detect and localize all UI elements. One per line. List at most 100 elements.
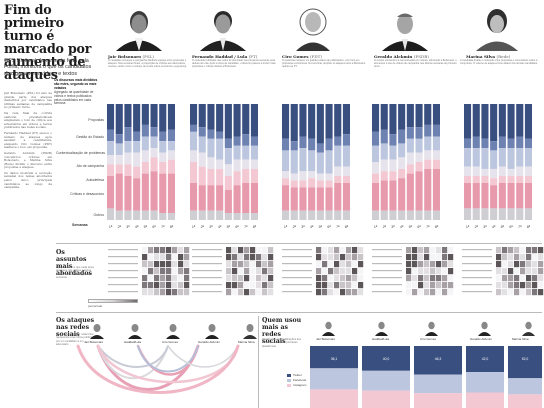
topic-label-line bbox=[372, 270, 402, 272]
matrix-cell bbox=[502, 268, 508, 275]
bar-segment bbox=[516, 136, 524, 149]
bar-segment bbox=[415, 171, 423, 211]
bar-segment bbox=[325, 180, 333, 188]
week-tick-label: 3ª bbox=[483, 225, 487, 229]
bar-segment bbox=[380, 104, 388, 130]
matrix-cell bbox=[268, 275, 274, 282]
matrix-cell bbox=[172, 275, 178, 282]
matrix-cell bbox=[262, 275, 268, 282]
matrix-cell bbox=[508, 247, 514, 254]
bar-segment bbox=[498, 208, 506, 220]
bar-segment bbox=[282, 150, 290, 172]
bar-segment bbox=[115, 143, 123, 156]
matrix-cell bbox=[496, 254, 502, 261]
matrix-cell bbox=[148, 282, 154, 289]
matrix-cell bbox=[142, 275, 148, 282]
matrix-cell bbox=[406, 254, 412, 261]
matrix-cell bbox=[436, 282, 442, 289]
matrix-cell bbox=[316, 275, 322, 282]
bar-segment bbox=[490, 178, 498, 186]
bar-segment bbox=[490, 150, 498, 169]
matrix-cell bbox=[226, 247, 232, 254]
topic-label-line bbox=[192, 263, 222, 265]
side-note-heading: Os discursos mais divididos são estes, s… bbox=[54, 78, 98, 90]
matrix-cell bbox=[340, 282, 346, 289]
matrix-cell bbox=[418, 282, 424, 289]
bar-segment bbox=[524, 104, 532, 139]
matrix-cell bbox=[250, 254, 256, 261]
matrix-cell bbox=[316, 289, 322, 296]
topic-label-line bbox=[108, 284, 138, 286]
matrix-cell bbox=[412, 247, 418, 254]
bar-segment bbox=[133, 152, 141, 167]
bar-segment bbox=[115, 155, 123, 165]
bar-segment bbox=[507, 148, 515, 169]
matrix-cell bbox=[232, 282, 238, 289]
week-tick-label: 2ª bbox=[201, 225, 205, 229]
bar-segment bbox=[406, 173, 414, 211]
topic-label-line bbox=[108, 256, 138, 258]
matrix-cell bbox=[244, 282, 250, 289]
week-tick-label: 7ª bbox=[336, 225, 340, 229]
topic-matrix bbox=[108, 247, 190, 296]
matrix-cell bbox=[538, 247, 544, 254]
matrix-cell bbox=[322, 254, 328, 261]
bar-segment bbox=[498, 136, 506, 149]
bar-segment bbox=[133, 210, 141, 220]
bar-segment bbox=[472, 166, 480, 176]
bar-segment bbox=[250, 104, 258, 137]
bar-segment bbox=[198, 185, 206, 211]
bar-segment bbox=[406, 138, 414, 153]
bar-segment bbox=[159, 173, 167, 214]
bar-segment bbox=[242, 134, 250, 146]
bar-segment bbox=[167, 213, 175, 220]
matrix-cell bbox=[526, 261, 532, 268]
candidate-party: (PSDB) bbox=[413, 54, 429, 59]
matrix-cell bbox=[436, 247, 442, 254]
matrix-cell bbox=[256, 268, 262, 275]
matrix-cell bbox=[334, 254, 340, 261]
matrix-cell bbox=[268, 289, 274, 296]
matrix-cell bbox=[412, 261, 418, 268]
matrix-cell bbox=[442, 289, 448, 296]
matrix-cell bbox=[502, 289, 508, 296]
legend-item: Twitter bbox=[287, 373, 306, 378]
bar-segment bbox=[389, 104, 397, 135]
bar-segment bbox=[481, 175, 489, 183]
bar-segment bbox=[481, 208, 489, 220]
matrix-cell bbox=[226, 268, 232, 275]
bar-segment bbox=[334, 175, 342, 183]
week-tick-label: 4ª bbox=[492, 225, 496, 229]
candidate-party: (PT) bbox=[248, 54, 258, 59]
topic-label-line bbox=[462, 270, 492, 272]
bar-segment bbox=[107, 129, 115, 142]
stacked-bar-chart: 1ª 2ª 3ª 4ª 5ª 6ª 7ª 8ª bbox=[282, 104, 350, 229]
bar-segment bbox=[159, 152, 167, 162]
topic-label-line bbox=[372, 277, 402, 279]
matrix-cell bbox=[502, 275, 508, 282]
legend-swatch bbox=[287, 373, 291, 377]
bar-segment bbox=[334, 136, 342, 146]
matrix-cell bbox=[346, 275, 352, 282]
bar-segment bbox=[290, 104, 298, 142]
matrix-cell bbox=[340, 247, 346, 254]
bar-segment bbox=[124, 104, 132, 128]
matrix-cell bbox=[448, 275, 454, 282]
network-share-value: 42,0 bbox=[482, 357, 489, 361]
topic-label-line bbox=[372, 284, 402, 286]
bar-segment bbox=[124, 175, 132, 211]
bar-segment bbox=[316, 173, 324, 181]
matrix-cell bbox=[226, 261, 232, 268]
bar-segment bbox=[507, 104, 515, 139]
bar-segment bbox=[516, 166, 524, 176]
matrix-cell bbox=[238, 275, 244, 282]
matrix-cell bbox=[418, 268, 424, 275]
attacker-name: Ciro Gomes bbox=[162, 340, 179, 344]
matrix-cell bbox=[172, 282, 178, 289]
matrix-cell bbox=[514, 289, 520, 296]
topic-label-line bbox=[192, 256, 222, 258]
bar-segment bbox=[490, 168, 498, 179]
bar-segment bbox=[432, 150, 440, 160]
matrix-cell bbox=[166, 289, 172, 296]
bar-segment bbox=[342, 145, 350, 167]
